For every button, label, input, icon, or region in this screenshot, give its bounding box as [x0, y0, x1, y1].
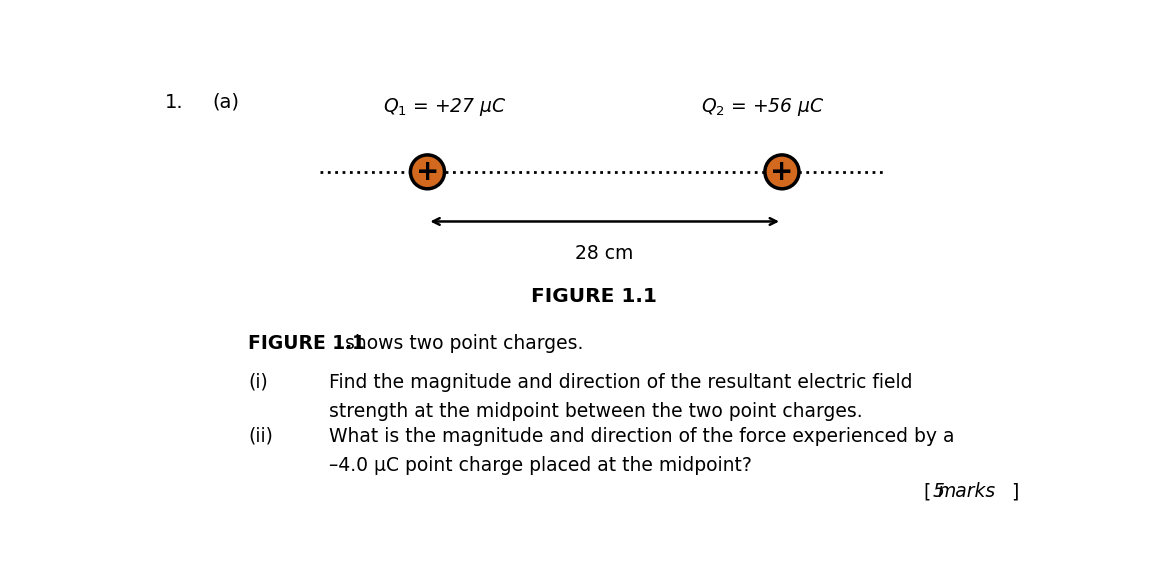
Text: 1.: 1.	[164, 93, 183, 112]
Ellipse shape	[410, 155, 445, 189]
Text: –4.0 μC point charge placed at the midpoint?: –4.0 μC point charge placed at the midpo…	[329, 456, 752, 475]
Text: +: +	[770, 158, 793, 186]
Text: FIGURE 1.1: FIGURE 1.1	[248, 334, 365, 353]
Text: Find the magnitude and direction of the resultant electric field: Find the magnitude and direction of the …	[329, 373, 913, 391]
Text: (i): (i)	[248, 373, 267, 391]
Text: 28 cm: 28 cm	[576, 244, 633, 263]
Text: strength at the midpoint between the two point charges.: strength at the midpoint between the two…	[329, 402, 863, 421]
Text: (a): (a)	[212, 93, 239, 112]
Text: $Q_2$ = +56 μC: $Q_2$ = +56 μC	[701, 96, 824, 118]
Text: $Q_1$ = +27 μC: $Q_1$ = +27 μC	[382, 96, 506, 118]
Text: [: [	[924, 482, 937, 501]
Text: shows two point charges.: shows two point charges.	[338, 334, 582, 353]
Text: +: +	[416, 158, 439, 186]
Text: (ii): (ii)	[248, 427, 273, 446]
Ellipse shape	[765, 155, 799, 189]
Text: ]: ]	[1006, 482, 1020, 501]
Text: What is the magnitude and direction of the force experienced by a: What is the magnitude and direction of t…	[329, 427, 954, 446]
Text: FIGURE 1.1: FIGURE 1.1	[530, 287, 657, 306]
Text: 5: 5	[933, 482, 951, 501]
Text: marks: marks	[938, 482, 996, 501]
